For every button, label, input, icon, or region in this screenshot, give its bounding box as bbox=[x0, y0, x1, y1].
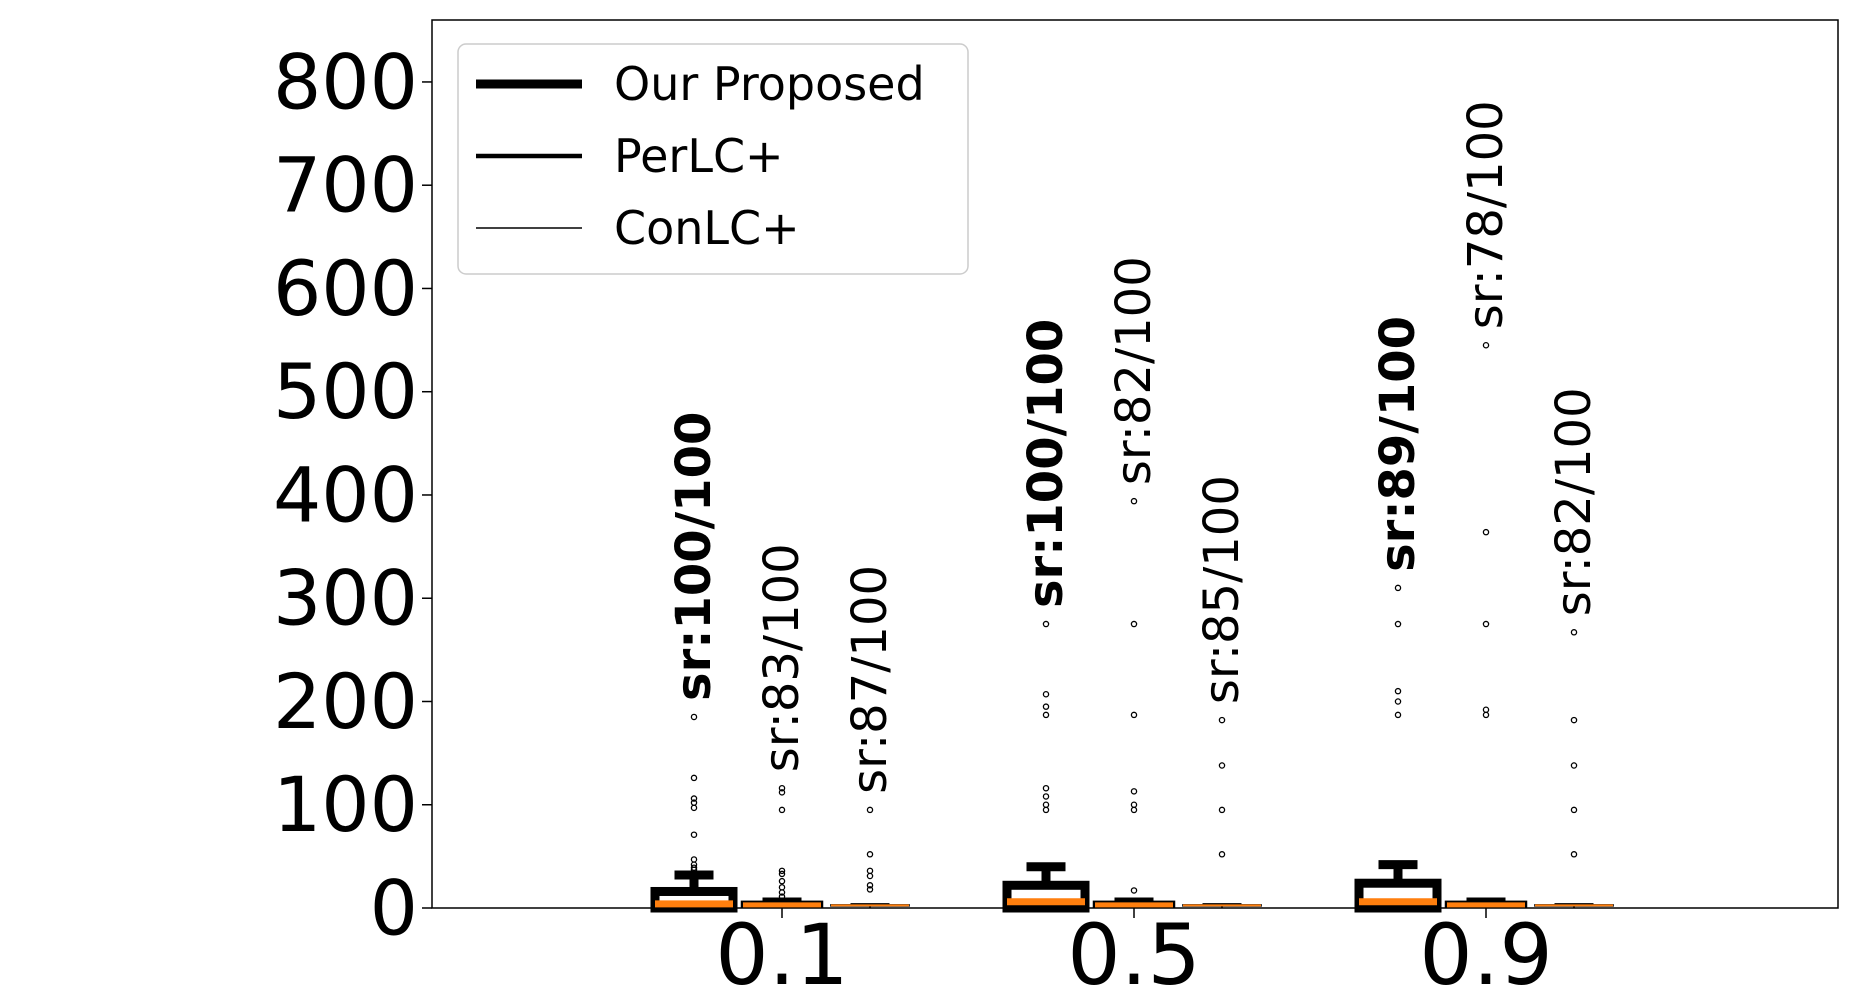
legend-frame bbox=[457, 43, 969, 275]
outlier-point bbox=[690, 866, 698, 874]
x-tick-label: 0.1 bbox=[715, 906, 849, 1000]
outlier-point bbox=[1042, 784, 1050, 792]
box-iqr bbox=[1002, 880, 1090, 913]
outlier-point bbox=[1218, 762, 1226, 769]
outlier-point bbox=[866, 882, 874, 889]
outlier-point bbox=[866, 867, 874, 875]
legend-label: Our Proposed bbox=[614, 57, 925, 111]
box-iqr bbox=[1354, 878, 1442, 913]
outlier-point bbox=[1130, 711, 1138, 719]
y-tick-label: 100 bbox=[273, 760, 418, 849]
outlier-point bbox=[690, 831, 698, 838]
success-rate-label: sr:83/100 bbox=[754, 543, 810, 772]
legend-label: PerLC+ bbox=[614, 129, 784, 183]
outlier-point bbox=[1570, 851, 1578, 858]
outlier-point bbox=[866, 851, 874, 858]
outlier-point bbox=[1482, 528, 1490, 536]
outlier-point bbox=[1042, 801, 1050, 808]
outlier-point bbox=[690, 713, 698, 721]
outlier-point bbox=[1394, 698, 1402, 705]
outlier-point bbox=[866, 872, 874, 880]
outlier-point bbox=[1130, 806, 1138, 814]
x-tick-label: 0.9 bbox=[1419, 906, 1553, 1000]
outlier-point bbox=[1482, 711, 1490, 719]
box-perlc--0.9: sr:78/100 bbox=[1444, 100, 1528, 909]
outlier-point bbox=[1042, 691, 1050, 698]
box-conlc--0.1: sr:87/100 bbox=[830, 565, 910, 908]
outlier-point bbox=[690, 804, 698, 812]
y-tick-label: 0 bbox=[370, 864, 418, 953]
outlier-point bbox=[690, 864, 698, 871]
outlier-point bbox=[1130, 788, 1138, 795]
outlier-point bbox=[778, 870, 786, 878]
outlier-point bbox=[778, 877, 786, 885]
success-rate-label: sr:82/100 bbox=[1546, 387, 1602, 616]
outlier-point bbox=[1042, 793, 1050, 800]
outlier-point bbox=[1394, 584, 1402, 592]
outlier-point bbox=[1218, 716, 1226, 724]
success-rate-label: sr:78/100 bbox=[1458, 100, 1514, 329]
outlier-point bbox=[1394, 620, 1402, 628]
outlier-point bbox=[778, 784, 786, 792]
outlier-point bbox=[1130, 801, 1138, 808]
y-tick-label: 400 bbox=[273, 450, 418, 539]
success-rate-label: sr:100/100 bbox=[666, 412, 722, 701]
y-tick-label: 300 bbox=[273, 554, 418, 643]
success-rate-label: sr:87/100 bbox=[842, 565, 898, 794]
box-our-proposed-0.5: sr:100/100 bbox=[1002, 319, 1090, 913]
success-rate-label: sr:82/100 bbox=[1106, 256, 1162, 485]
outlier-point bbox=[1218, 806, 1226, 814]
outlier-point bbox=[1482, 342, 1490, 349]
box-iqr bbox=[650, 886, 738, 913]
outlier-point bbox=[866, 806, 874, 814]
outlier-point bbox=[1482, 706, 1490, 713]
success-rate-label: sr:89/100 bbox=[1370, 316, 1426, 572]
outlier-point bbox=[1042, 620, 1050, 628]
outlier-point bbox=[1394, 711, 1402, 719]
outlier-point bbox=[778, 889, 786, 896]
outlier-point bbox=[1570, 762, 1578, 769]
outlier-point bbox=[778, 884, 786, 891]
x-tick-label: 0.5 bbox=[1067, 906, 1201, 1000]
outlier-point bbox=[1130, 620, 1138, 628]
outlier-point bbox=[1042, 703, 1050, 710]
outlier-point bbox=[1394, 687, 1402, 695]
box-conlc--0.5: sr:85/100 bbox=[1182, 475, 1262, 908]
outlier-point bbox=[1482, 620, 1490, 628]
y-tick-label: 600 bbox=[273, 244, 418, 333]
box-our-proposed-0.9: sr:89/100 bbox=[1354, 316, 1442, 913]
box-our-proposed-0.1: sr:100/100 bbox=[650, 412, 738, 913]
plot-area: sr:100/100 sr:100/100 sr:89/100 sr:83/100 sr… bbox=[650, 100, 1614, 913]
success-rate-label: sr:85/100 bbox=[1194, 475, 1250, 704]
y-tick-label: 800 bbox=[273, 37, 418, 126]
y-tick-label: 700 bbox=[273, 141, 418, 230]
outlier-point bbox=[690, 795, 698, 802]
outlier-point bbox=[778, 893, 786, 900]
outlier-point bbox=[778, 806, 786, 814]
outlier-point bbox=[690, 856, 698, 863]
outlier-point bbox=[690, 774, 698, 782]
outlier-point bbox=[778, 789, 786, 796]
success-rate-label: sr:100/100 bbox=[1018, 319, 1074, 608]
outlier-point bbox=[1130, 497, 1138, 505]
legend-label: ConLC+ bbox=[614, 201, 800, 255]
outlier-point bbox=[1130, 887, 1138, 894]
outlier-point bbox=[1570, 629, 1578, 636]
outlier-point bbox=[1042, 806, 1050, 814]
outlier-point bbox=[866, 886, 874, 893]
outlier-point bbox=[1570, 716, 1578, 724]
legend: Our Proposed PerLC+ ConLC+ bbox=[457, 43, 969, 275]
box-conlc--0.9: sr:82/100 bbox=[1534, 387, 1614, 908]
box-perlc--0.1: sr:83/100 bbox=[740, 543, 824, 909]
y-tick-label: 500 bbox=[273, 347, 418, 436]
outlier-point bbox=[1218, 851, 1226, 858]
outlier-point bbox=[1570, 806, 1578, 814]
box-perlc--0.5: sr:82/100 bbox=[1092, 256, 1176, 909]
outlier-point bbox=[1042, 711, 1050, 719]
y-tick-label: 200 bbox=[273, 657, 418, 746]
axes: 0 100 200 300 400 500 600 700 800 0.1 0.5 0.9 bbox=[273, 19, 1839, 1000]
outlier-point bbox=[778, 867, 786, 875]
